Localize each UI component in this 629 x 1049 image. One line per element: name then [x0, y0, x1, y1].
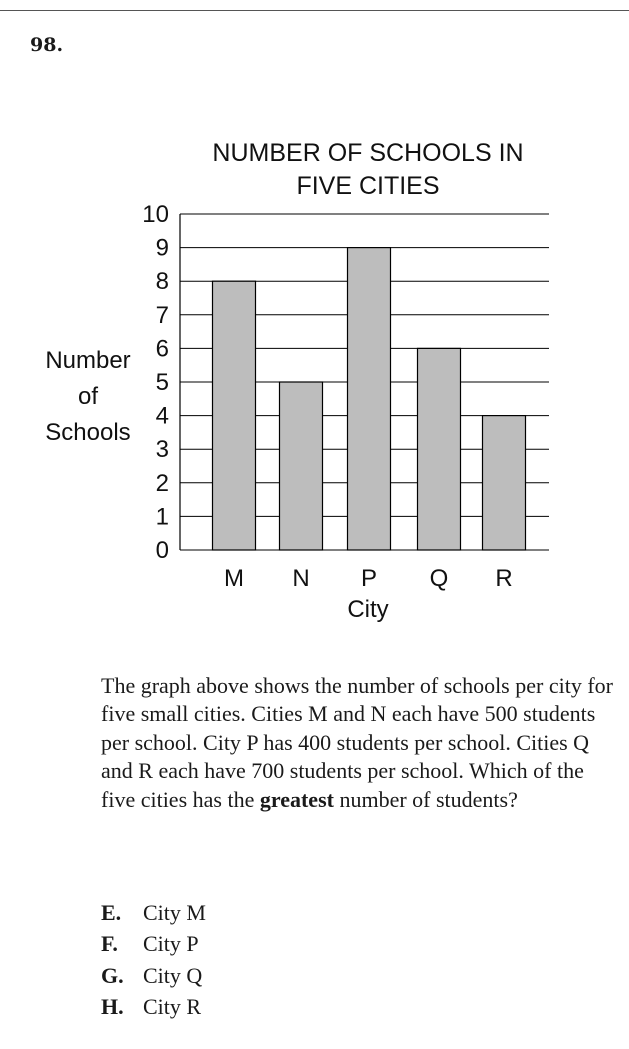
answer-choice[interactable]: E. City M [101, 897, 206, 928]
y-tick-label: 1 [156, 503, 169, 530]
x-tick-label: M [224, 565, 244, 592]
bar-r [481, 415, 527, 551]
y-tick-label: 6 [156, 335, 169, 362]
answer-choice-letter: H. [101, 994, 124, 1020]
answer-choice-text: City P [143, 931, 199, 957]
answer-choice[interactable]: F. City P [101, 928, 206, 959]
chart-title-line: NUMBER OF SCHOOLS IN [212, 139, 523, 167]
y-axis-label-line: of [78, 383, 98, 410]
y-tick-label: 4 [156, 403, 169, 430]
question-text-before: The graph above shows the number of scho… [101, 673, 613, 812]
bar-q [416, 347, 462, 551]
x-tick-label: R [495, 565, 512, 592]
answer-choice-letter: E. [101, 900, 122, 925]
bar-chart: NUMBER OF SCHOOLS IN FIVE CITIES 0 1 2 3 4 5 6 7 8… [0, 130, 629, 630]
y-tick-label: 8 [156, 268, 169, 295]
question-text: The graph above shows the number of scho… [101, 672, 616, 814]
answer-choice-letter: F. [101, 931, 118, 957]
answer-choice[interactable]: G. City Q [101, 960, 206, 991]
y-tick-label: 0 [156, 537, 169, 564]
bar-n [278, 381, 324, 551]
question-number: 98. [30, 34, 64, 56]
bar-m [211, 280, 257, 551]
answer-choices: E. City M F. City P G. City Q H. City R [101, 897, 206, 1023]
question-text-emphasis: greatest [259, 786, 334, 812]
answer-choice-letter: G. [101, 962, 124, 988]
answer-choice-text: City R [143, 994, 202, 1020]
x-tick-label: N [292, 565, 309, 592]
question-text-after: number of students? [333, 786, 518, 812]
y-tick-label: 5 [156, 369, 169, 396]
answer-choice-text: City M [143, 900, 206, 925]
y-tick-label: 3 [156, 436, 169, 463]
y-tick-label: 2 [156, 470, 169, 497]
y-tick-label: 10 [142, 201, 169, 228]
x-tick-label: P [361, 565, 377, 592]
x-axis-label: City [347, 596, 388, 623]
x-tick-label: Q [430, 565, 449, 592]
chart-svg: NUMBER OF SCHOOLS IN FIVE CITIES 0 1 2 3 4 5 6 7 8… [45, 139, 549, 623]
top-rule [0, 10, 629, 11]
answer-choice[interactable]: H. City R [101, 991, 206, 1022]
chart-title-line: FIVE CITIES [296, 172, 439, 200]
y-tick-label: 7 [156, 302, 169, 329]
answer-choice-text: City Q [143, 962, 203, 988]
y-axis-label-line: Number [45, 347, 130, 374]
bar-p [346, 246, 392, 551]
y-tick-label: 9 [156, 235, 169, 262]
y-axis-label-line: Schools [45, 419, 130, 446]
